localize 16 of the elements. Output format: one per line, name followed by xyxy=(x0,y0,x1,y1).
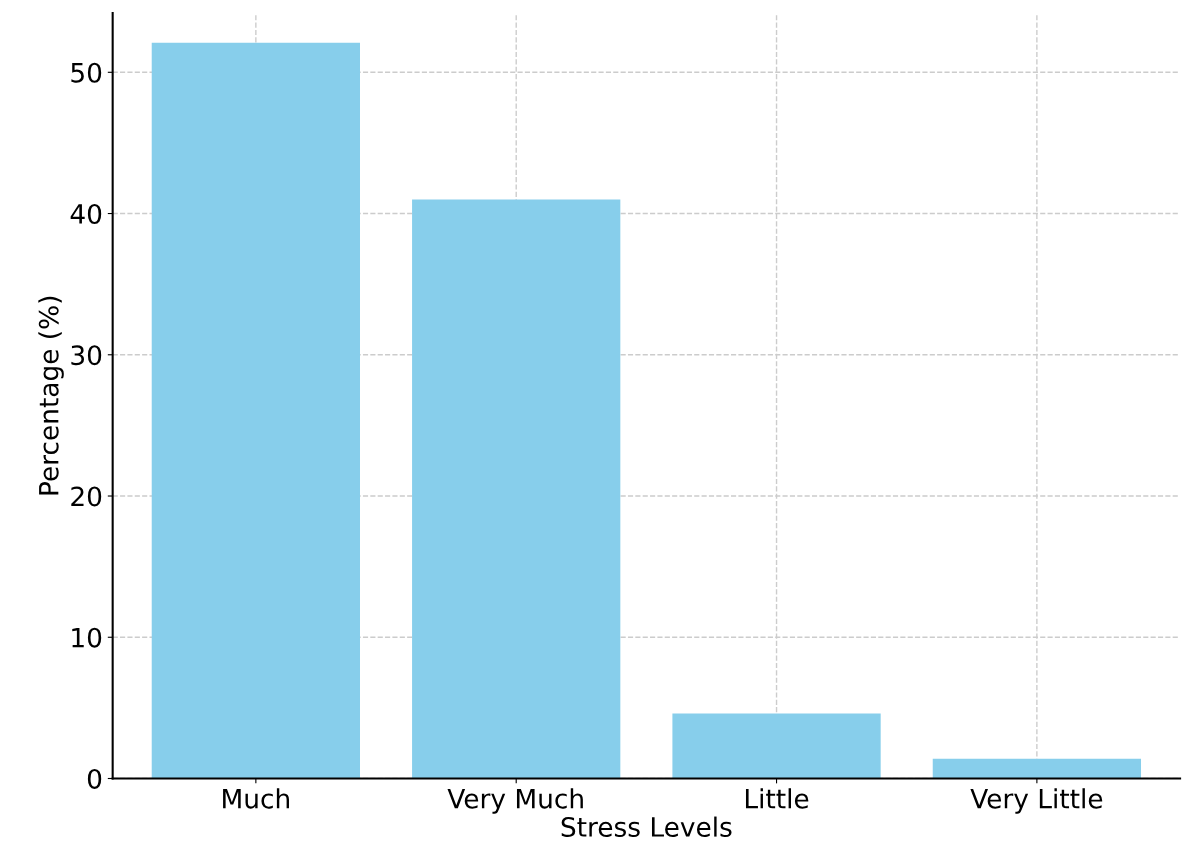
y-tick-label: 20 xyxy=(71,486,102,507)
x-tick-label: Very Little xyxy=(970,788,1103,814)
bar xyxy=(672,713,881,779)
y-tick-label: 30 xyxy=(71,345,102,366)
y-axis-title: Percentage (%) xyxy=(38,296,64,495)
bar xyxy=(932,758,1142,779)
bar xyxy=(151,42,360,779)
y-tick-label: 0 xyxy=(87,768,102,789)
x-tick-label: Little xyxy=(745,788,809,809)
y-tick-label: 50 xyxy=(71,62,102,83)
bar xyxy=(412,199,621,779)
x-tick-label: Much xyxy=(223,788,289,809)
y-tick-label: 10 xyxy=(72,627,102,648)
y-tick-label: 40 xyxy=(70,203,102,224)
x-tick-label: Very Much xyxy=(447,788,583,814)
x-axis-title: Stress Levels xyxy=(561,816,732,837)
